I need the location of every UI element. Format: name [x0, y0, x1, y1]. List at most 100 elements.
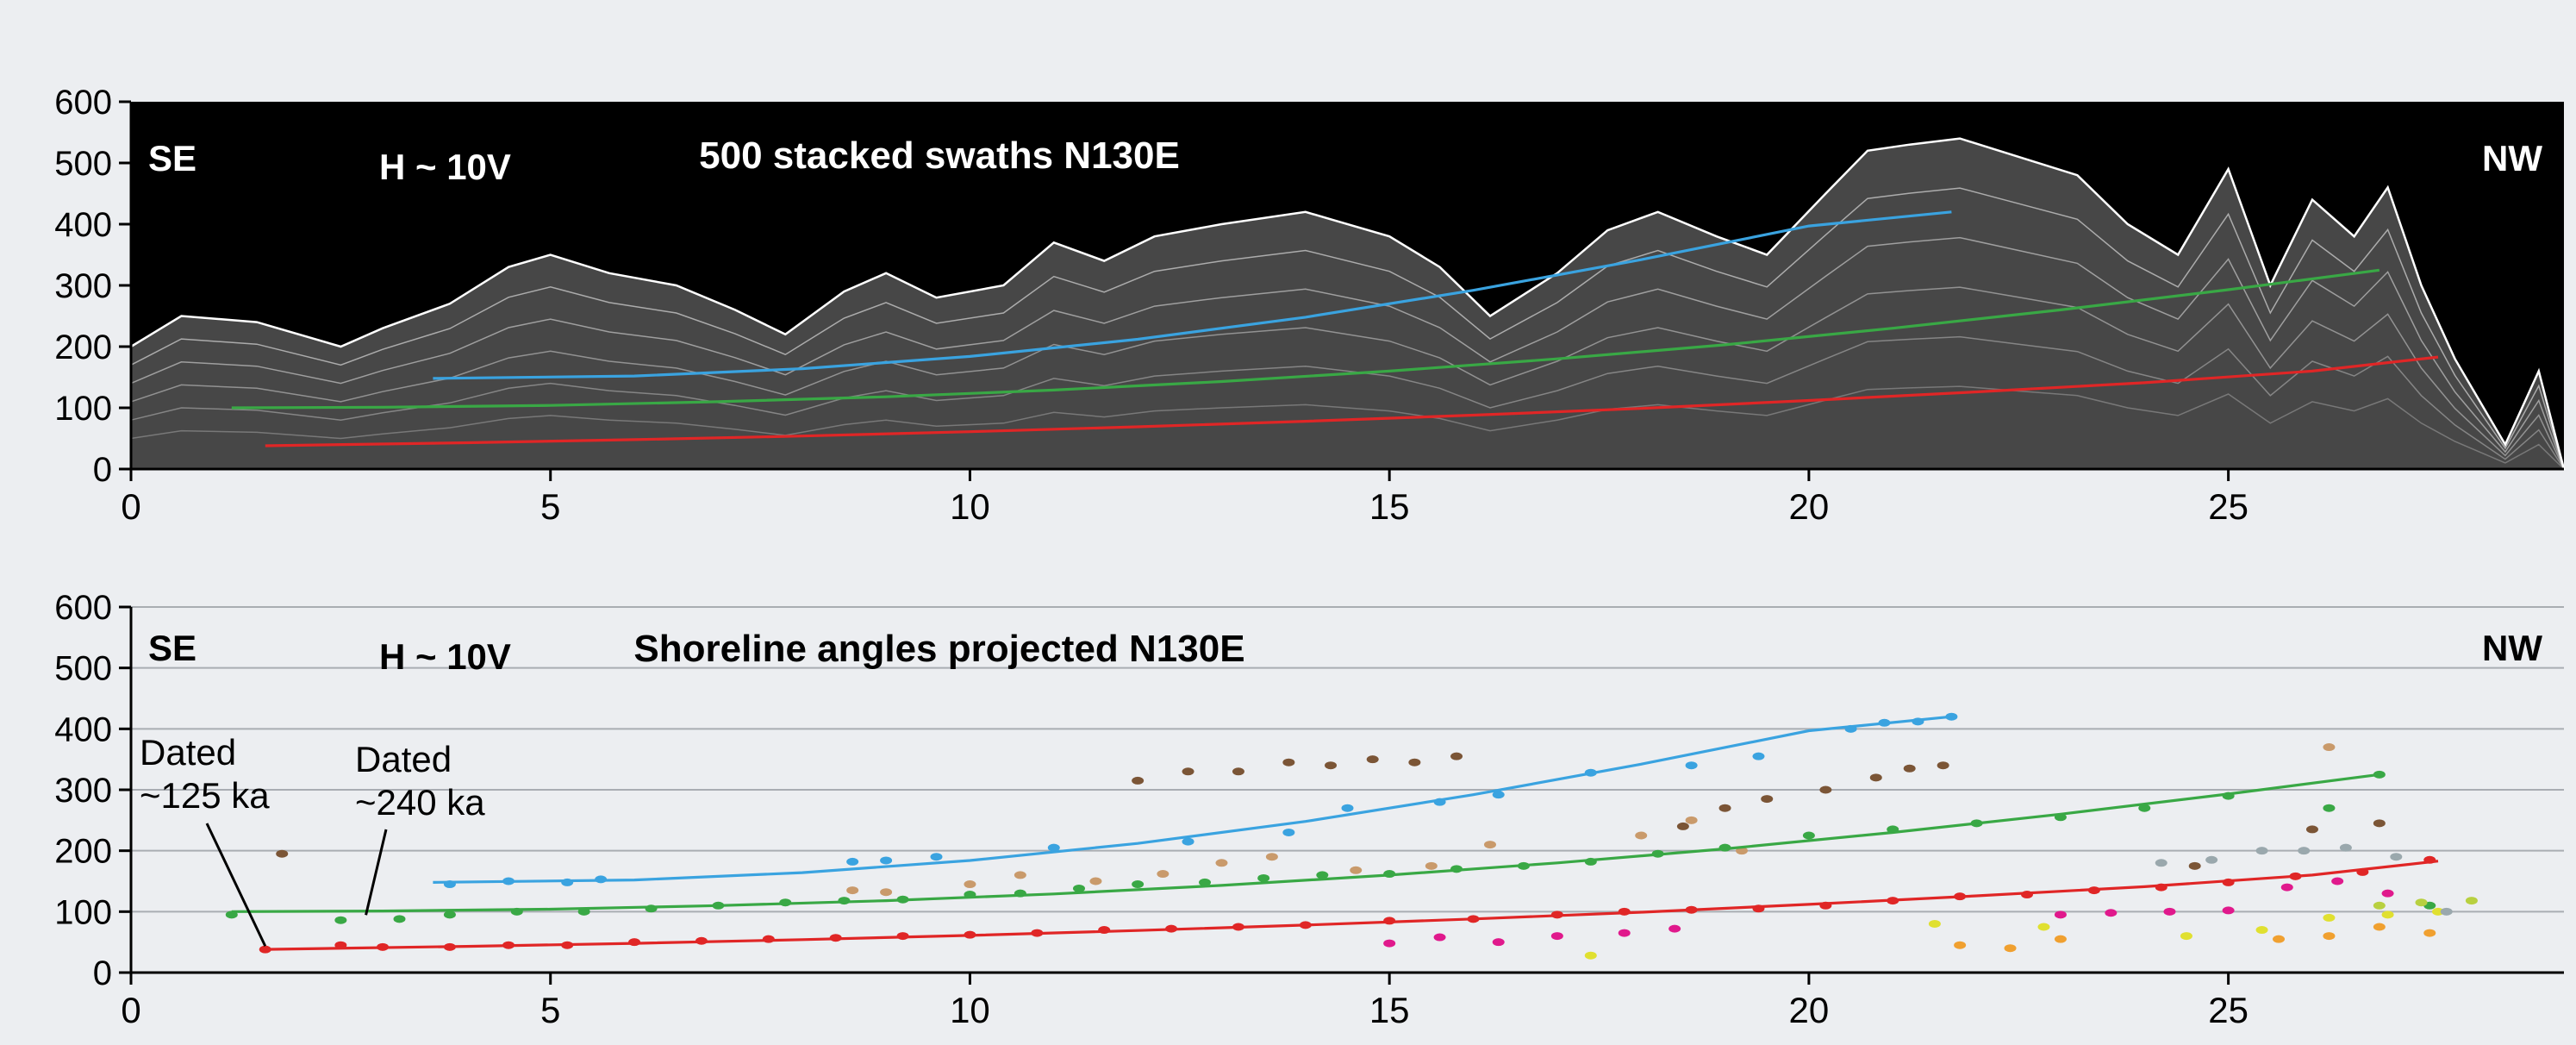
data-point [2323, 932, 2336, 941]
callout-label-line: ~125 ka [140, 775, 270, 816]
y-tick-label: 100 [54, 390, 112, 428]
y-tick-label: 300 [54, 772, 112, 810]
terrain-swath-line [130, 286, 2565, 470]
data-point [1132, 880, 1145, 889]
data-point [1265, 853, 1278, 861]
data-point [2273, 935, 2286, 943]
data-point [1752, 752, 1765, 760]
y-tick-label: 0 [93, 954, 112, 992]
data-point [1869, 773, 1882, 782]
data-point [2037, 923, 2050, 931]
data-point [2305, 825, 2318, 834]
data-point [2054, 935, 2067, 943]
data-point [1668, 924, 1681, 933]
data-point [1014, 871, 1026, 879]
terrain-swath-line [130, 385, 2565, 470]
callout-label-line: Dated [355, 739, 452, 779]
swath-profile-panel: 0 100 200 300 400 500 600 0 5 10 15 20 25 500 stacked… [54, 84, 2566, 527]
x-tick-label: 15 [1369, 990, 1410, 1030]
data-point [2188, 861, 2201, 870]
y-tick-label: 400 [54, 710, 112, 748]
data-point [1215, 859, 1228, 867]
data-point [1718, 804, 1731, 812]
data-point [2423, 929, 2436, 937]
data-point [1341, 804, 1354, 812]
data-point [1425, 861, 1438, 870]
data-point [2323, 743, 2336, 752]
data-point [2280, 883, 2293, 892]
annotation-nw: NW [2482, 138, 2542, 178]
x-tick-label: 5 [540, 990, 560, 1030]
data-point [2431, 907, 2444, 916]
x-tick-label: 15 [1369, 486, 1410, 527]
x-tick-label: 0 [121, 486, 140, 527]
x-tick-label: 5 [540, 486, 560, 527]
y-tick-label: 100 [54, 893, 112, 931]
terrain-profile [129, 137, 2566, 471]
x-tick-label: 0 [121, 990, 140, 1030]
data-point [443, 910, 456, 919]
fit-line [433, 210, 1952, 380]
callout-leader-line [205, 823, 267, 947]
data-point [2331, 877, 2344, 885]
data-point [1350, 866, 1363, 874]
data-point [1492, 791, 1505, 799]
data-point [1483, 841, 1496, 849]
fit-line [265, 355, 2439, 447]
data-point [2440, 907, 2453, 916]
callout-label: Dated ~240 ka [355, 739, 485, 823]
data-point [2004, 944, 2017, 953]
data-point [2222, 906, 2235, 915]
data-point [1937, 761, 1949, 770]
terrain-swath-line [130, 236, 2565, 470]
shoreline-angles-panel: 0 100 200 300 400 500 600 0 5 10 15 20 25 Shoreline a… [54, 589, 2564, 1030]
annotation-se: SE [148, 628, 196, 668]
data-point [846, 857, 859, 866]
data-point [1325, 761, 1338, 770]
data-point [334, 916, 347, 924]
data-point [1685, 816, 1698, 824]
data-point [1903, 764, 1916, 773]
y-tick-label: 600 [54, 84, 112, 122]
data-point [2155, 859, 2167, 867]
data-point [259, 945, 271, 954]
data-point [2390, 853, 2403, 861]
y-tick-label: 600 [54, 589, 112, 627]
data-point [1685, 761, 1698, 770]
x-tick-label: 10 [950, 990, 990, 1030]
data-point [1954, 941, 1967, 949]
x-tick-label: 25 [2208, 990, 2249, 1030]
data-point [1450, 752, 1463, 760]
annotation-h10v: H ~ 10V [379, 636, 511, 677]
data-point [2180, 932, 2192, 941]
annotation-se: SE [148, 138, 196, 178]
terrain-swath-line [130, 187, 2565, 470]
fit-line [433, 715, 1952, 884]
data-point [1232, 767, 1244, 776]
data-point [2373, 770, 2386, 779]
callout-label-line: ~240 ka [355, 782, 485, 823]
callout-label-line: Dated [140, 732, 236, 773]
data-point [1550, 932, 1563, 941]
fit-line [231, 268, 2380, 410]
data-point [2298, 847, 2311, 855]
data-point [393, 915, 406, 923]
data-point [846, 886, 859, 895]
data-point [880, 888, 893, 897]
annotation-h10v: H ~ 10V [379, 147, 511, 187]
x-tick-label: 20 [1789, 486, 1830, 527]
chart-title: 500 stacked swaths N130E [699, 135, 1180, 177]
callout-leader-line [365, 829, 388, 916]
data-point [2381, 889, 2394, 898]
data-point [1282, 828, 1295, 836]
data-point [1157, 870, 1169, 879]
x-tick-label: 10 [950, 486, 990, 527]
y-tick-label: 300 [54, 267, 112, 305]
data-point [1282, 758, 1295, 767]
data-point [1761, 795, 1774, 804]
y-tick-label: 200 [54, 329, 112, 366]
callout-label: Dated ~125 ka [140, 732, 270, 816]
data-point [2323, 804, 2336, 812]
x-tick-label: 20 [1789, 990, 1830, 1030]
